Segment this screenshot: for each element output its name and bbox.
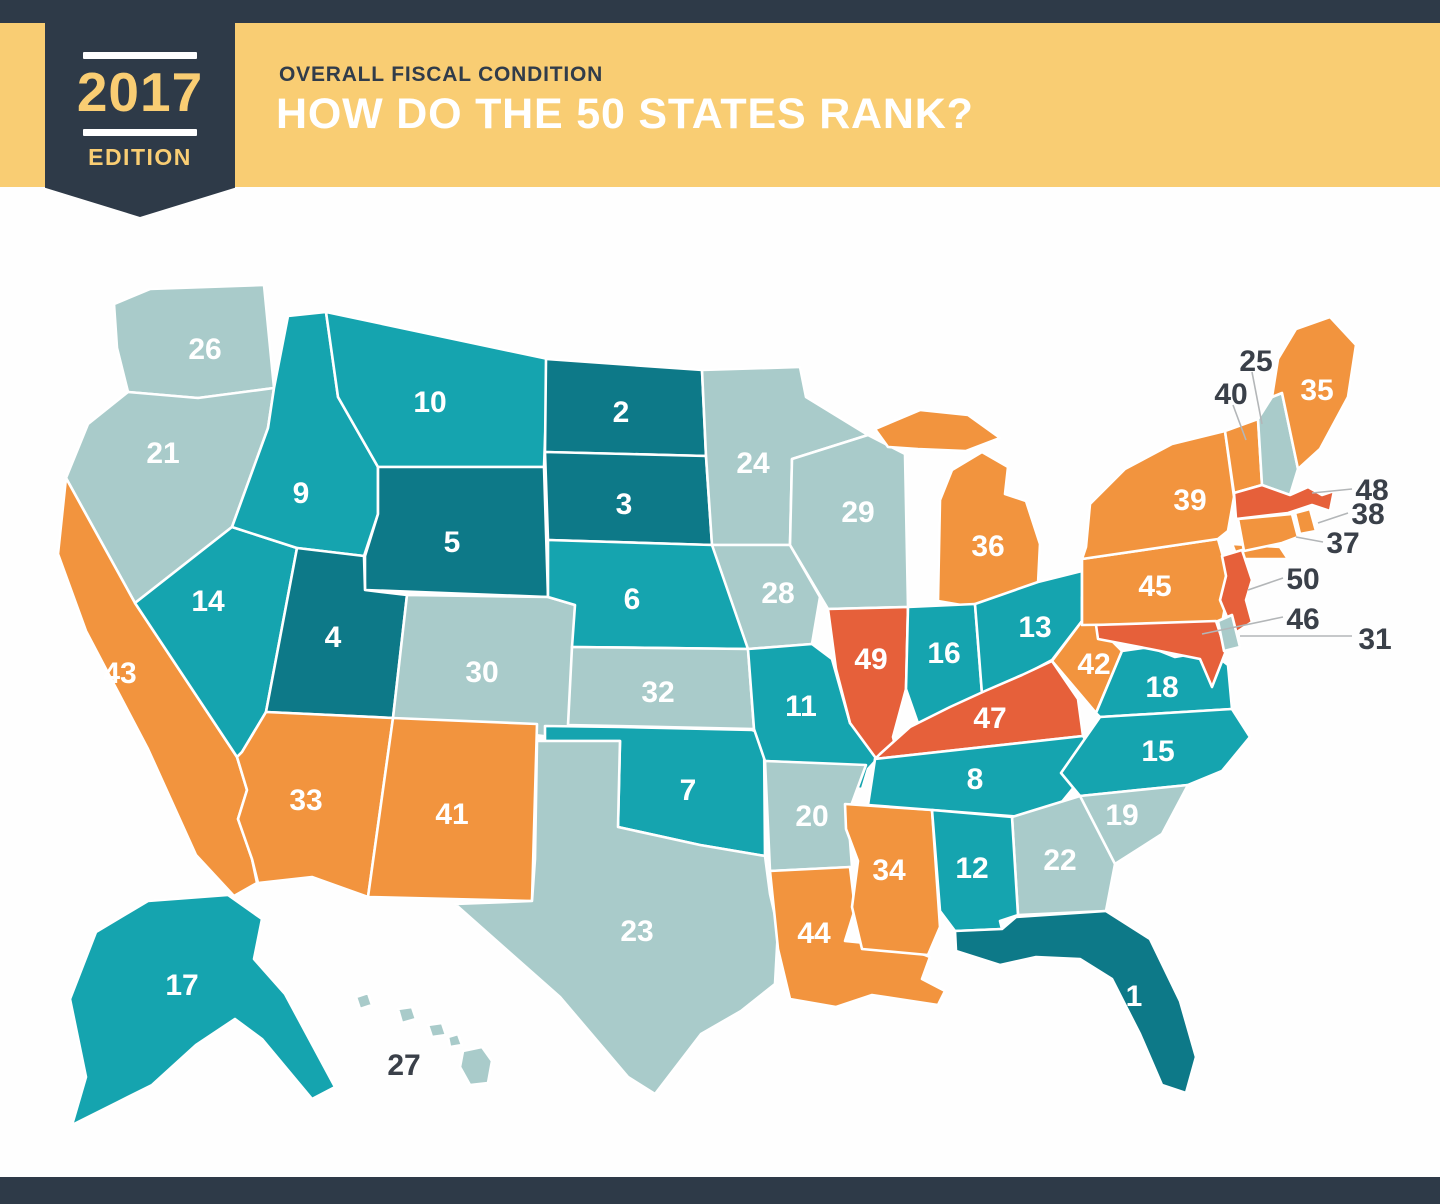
rank-label-utah: 4 [325, 621, 342, 654]
rank-label-oklahoma: 7 [680, 774, 697, 807]
rank-label-minnesota: 24 [736, 447, 770, 480]
rank-label-michigan: 36 [971, 530, 1004, 563]
callout-line-massachusetts [1311, 488, 1353, 494]
rank-label-oregon: 21 [146, 437, 179, 470]
rank-label-louisiana: 44 [797, 917, 831, 950]
rank-label-south-carolina: 19 [1105, 799, 1138, 832]
callout-label-connecticut: 37 [1326, 527, 1359, 560]
callout-label-rhode-island: 38 [1351, 498, 1384, 531]
state-alaska [68, 893, 337, 1127]
rank-label-north-carolina: 15 [1141, 735, 1174, 768]
badge-rule-bottom [83, 129, 197, 136]
rank-label-alabama: 12 [955, 852, 988, 885]
rank-label-california: 43 [103, 657, 136, 690]
state-hawaii [354, 991, 494, 1087]
callout-line-connecticut [1295, 536, 1324, 543]
rank-label-missouri: 11 [785, 690, 817, 723]
rank-label-new-mexico: 41 [435, 798, 468, 831]
callout-label-delaware: 31 [1358, 623, 1391, 656]
rank-label-kentucky: 47 [973, 702, 1006, 735]
rank-label-idaho: 9 [293, 477, 310, 510]
callout-line-new-jersey [1247, 577, 1284, 591]
state-north-carolina [1059, 707, 1252, 798]
rank-label-new-york: 39 [1173, 484, 1206, 517]
page-title: HOW DO THE 50 STATES RANK? [276, 90, 974, 138]
callout-label-new-hampshire: 25 [1239, 345, 1272, 378]
badge-year: 2017 [76, 61, 204, 123]
states-layer [56, 283, 1358, 1127]
rank-label-illinois: 49 [854, 643, 887, 676]
rank-label-wisconsin: 29 [841, 496, 874, 529]
rank-label-texas: 23 [620, 915, 653, 948]
rank-label-indiana: 16 [927, 637, 960, 670]
rank-label-alaska: 17 [165, 969, 198, 1002]
callout-label-new-jersey: 50 [1286, 563, 1319, 596]
rank-label-south-dakota: 3 [616, 488, 633, 521]
state-missouri [746, 642, 882, 791]
rank-label-florida: 1 [1126, 980, 1143, 1013]
callout-label-hawaii: 27 [387, 1049, 420, 1082]
rank-label-arizona: 33 [289, 784, 322, 817]
rank-label-ohio: 13 [1018, 611, 1051, 644]
state-iowa [710, 543, 822, 651]
header-yellow-band [0, 23, 1440, 187]
state-texas [453, 739, 780, 1096]
rank-label-west-virginia: 42 [1077, 648, 1110, 681]
rank-label-iowa: 28 [761, 577, 794, 610]
rank-label-nevada: 14 [191, 585, 225, 618]
header-kicker: OVERALL FISCAL CONDITION [279, 63, 604, 86]
rank-label-montana: 10 [413, 386, 446, 419]
callout-label-maryland: 46 [1286, 603, 1319, 636]
edition-badge: 2017 EDITION [45, 0, 235, 217]
callout-label-massachusetts: 48 [1355, 474, 1388, 507]
badge-edition-label: EDITION [88, 144, 192, 170]
rank-label-washington: 26 [188, 333, 221, 366]
callout-lines-layer [1201, 371, 1353, 637]
header-top-strip [0, 0, 1440, 23]
state-connecticut [1236, 512, 1300, 553]
rank-label-tennessee: 8 [967, 763, 984, 796]
callout-line-vermont [1232, 404, 1247, 441]
state-delaware [1216, 613, 1242, 653]
badge-rule-top [83, 52, 197, 59]
rank-label-nebraska: 6 [624, 583, 641, 616]
state-rhode-island [1293, 507, 1318, 536]
callout-line-maryland [1201, 616, 1284, 635]
rank-label-georgia: 22 [1043, 844, 1076, 877]
rank-label-virginia: 18 [1145, 671, 1178, 704]
rank-label-colorado: 30 [465, 656, 498, 689]
callout-label-vermont: 40 [1214, 378, 1247, 411]
rank-label-maine: 35 [1300, 374, 1333, 407]
rank-label-north-dakota: 2 [613, 396, 630, 429]
rank-label-wyoming: 5 [444, 526, 461, 559]
state-maine [1270, 315, 1358, 471]
state-new-jersey [1218, 548, 1254, 636]
rank-label-kansas: 32 [641, 676, 674, 709]
rank-label-mississippi: 34 [872, 854, 906, 887]
footer-strip [0, 1177, 1440, 1204]
rank-label-pennsylvania: 45 [1138, 570, 1171, 603]
state-maryland [1094, 619, 1228, 689]
rank-label-arkansas: 20 [795, 800, 828, 833]
state-florida [953, 909, 1198, 1095]
callout-line-rhode-island [1317, 512, 1349, 524]
callout-line-new-hampshire [1251, 371, 1263, 425]
